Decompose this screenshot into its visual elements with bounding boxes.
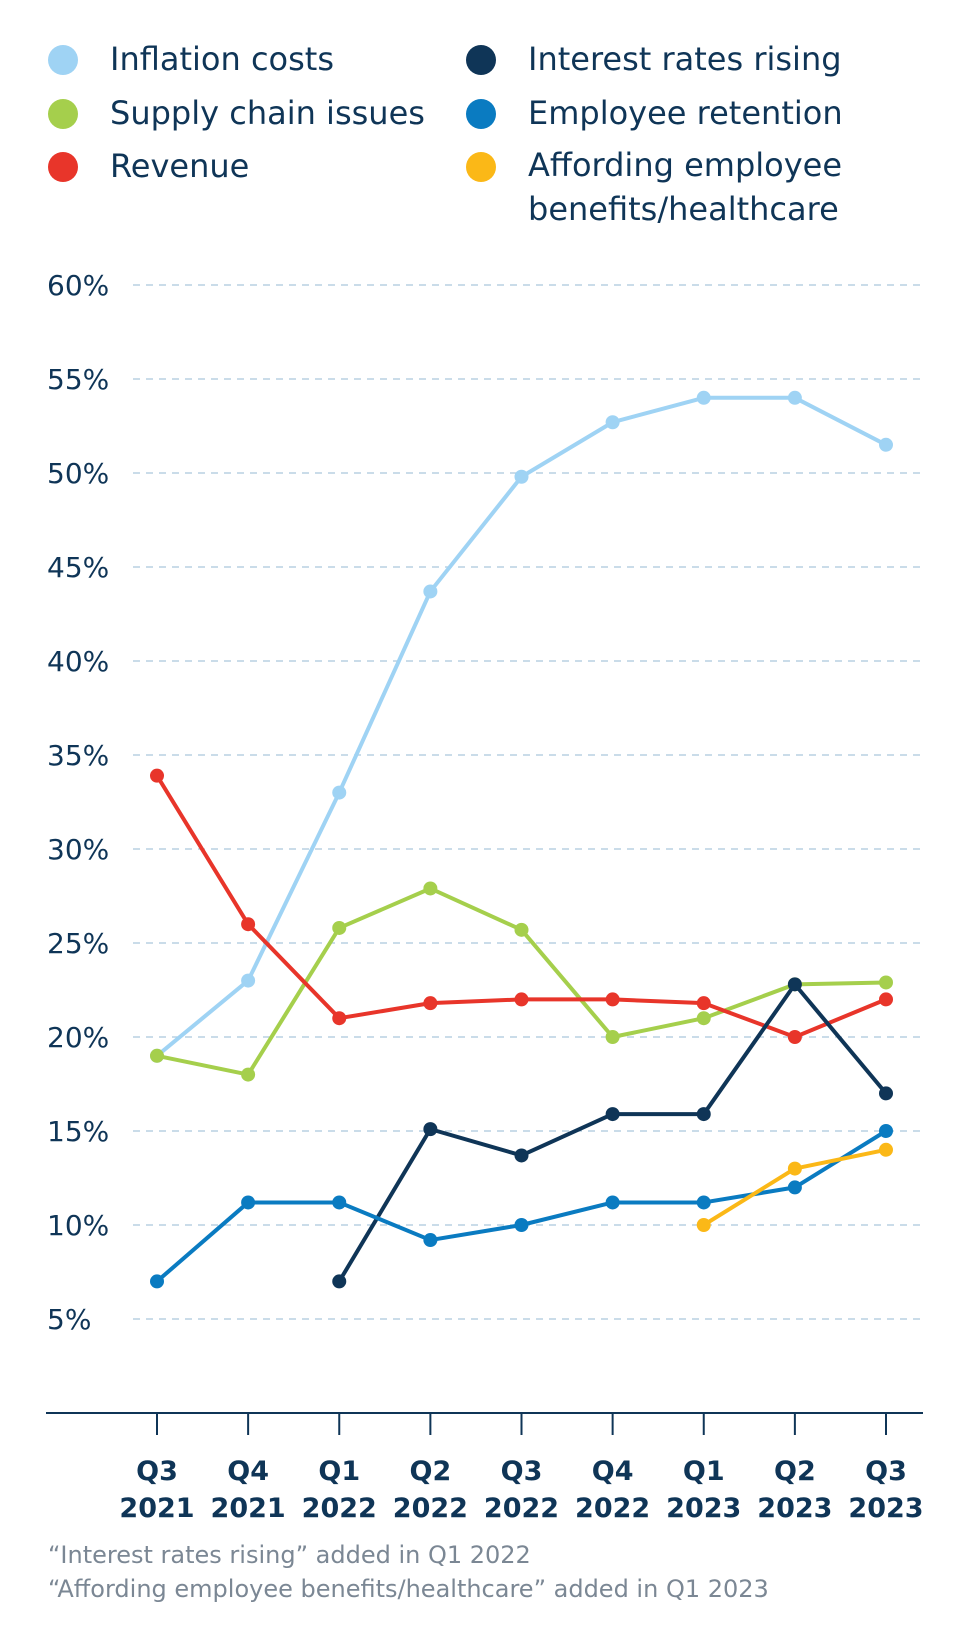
- data-point-employee-retention: [605, 1195, 620, 1210]
- x-tick-label: 2023: [757, 1493, 832, 1524]
- legend-item-affording-benefits: Affording employee benefits/healthcare: [466, 146, 888, 231]
- x-tick-label: 2023: [666, 1493, 741, 1524]
- data-point-supply-chain-issues: [241, 1067, 256, 1082]
- data-point-supply-chain-issues: [605, 1030, 620, 1044]
- x-tick-label: 2021: [119, 1493, 194, 1524]
- y-tick-label: 35%: [47, 739, 109, 772]
- legend-swatch: [48, 45, 78, 75]
- data-point-revenue: [332, 1011, 347, 1026]
- data-point-employee-retention: [423, 1233, 438, 1248]
- legend-item-inflation-costs: Inflation costs: [48, 40, 334, 86]
- data-point-interest-rates-rising: [423, 1122, 438, 1137]
- data-point-inflation-costs: [879, 437, 893, 452]
- legend-label: Inflation costs: [110, 40, 335, 78]
- y-tick-label: 5%: [47, 1303, 91, 1336]
- footnote-benefits: “Affording employee benefits/healthcare”…: [48, 1575, 769, 1603]
- data-point-interest-rates-rising: [696, 1107, 711, 1122]
- legend-swatch: [48, 152, 78, 182]
- x-tick-label: Q2: [410, 1456, 452, 1487]
- x-tick-label: Q1: [683, 1456, 725, 1487]
- x-tick-label: Q2: [774, 1456, 816, 1487]
- legend-swatch: [48, 99, 78, 129]
- data-point-employee-retention: [787, 1180, 802, 1195]
- x-tick-label: 2022: [302, 1493, 377, 1524]
- data-point-employee-retention: [241, 1195, 256, 1210]
- y-tick-label: 10%: [47, 1209, 109, 1242]
- data-point-employee-retention: [879, 1124, 893, 1138]
- data-point-supply-chain-issues: [423, 881, 438, 896]
- data-point-revenue: [696, 996, 711, 1011]
- x-tick-label: Q3: [136, 1456, 178, 1487]
- legend-swatch: [466, 152, 496, 182]
- legend-swatch: [466, 45, 496, 75]
- x-tick-label: 2023: [848, 1493, 923, 1524]
- legend-label: Employee retention: [528, 94, 843, 132]
- data-point-inflation-costs: [514, 469, 529, 484]
- data-point-supply-chain-issues: [879, 975, 893, 990]
- data-point-revenue: [241, 917, 256, 932]
- data-point-supply-chain-issues: [150, 1048, 164, 1063]
- x-tick-label: Q4: [227, 1456, 269, 1487]
- data-point-revenue: [605, 992, 620, 1007]
- y-tick-label: 20%: [47, 1021, 109, 1054]
- data-point-interest-rates-rising: [787, 977, 802, 992]
- y-tick-label: 40%: [47, 645, 109, 678]
- y-tick-label: 55%: [47, 363, 109, 396]
- legend-item-employee-retention: Employee retention: [466, 94, 843, 140]
- legend-item-revenue: Revenue: [48, 147, 249, 193]
- data-point-affording-employee-benefits-healthcare: [879, 1142, 893, 1157]
- x-tick-label: 2022: [393, 1493, 468, 1524]
- data-point-inflation-costs: [787, 390, 802, 405]
- data-point-supply-chain-issues: [332, 920, 347, 935]
- legend-label: Affording employee benefits/healthcare: [528, 146, 843, 228]
- x-tick-label: 2021: [211, 1493, 286, 1524]
- data-point-revenue: [514, 992, 529, 1007]
- data-point-employee-retention: [150, 1274, 164, 1289]
- y-tick-label: 50%: [47, 457, 109, 490]
- data-point-inflation-costs: [696, 390, 711, 405]
- legend: Inflation costs Supply chain issues Reve…: [0, 0, 969, 250]
- legend-swatch: [466, 99, 496, 129]
- data-point-inflation-costs: [241, 973, 256, 988]
- footnote-interest-rates: “Interest rates rising” added in Q1 2022: [48, 1541, 531, 1569]
- data-point-inflation-costs: [332, 785, 347, 800]
- x-tick-label: 2022: [575, 1493, 650, 1524]
- series-line-inflation-costs: [155, 395, 888, 1058]
- data-point-revenue: [150, 768, 164, 783]
- data-point-interest-rates-rising: [879, 1086, 893, 1101]
- data-point-affording-employee-benefits-healthcare: [696, 1218, 711, 1232]
- data-point-interest-rates-rising: [605, 1107, 620, 1122]
- data-point-supply-chain-issues: [696, 1011, 711, 1026]
- x-tick-label: Q4: [592, 1456, 634, 1487]
- legend-label: Interest rates rising: [528, 40, 842, 78]
- legend-item-supply-chain-issues: Supply chain issues: [48, 94, 425, 140]
- x-tick-label: Q3: [865, 1456, 907, 1487]
- data-point-inflation-costs: [423, 584, 438, 599]
- data-point-interest-rates-rising: [332, 1274, 347, 1289]
- series-line-supply-chain-issues: [155, 886, 888, 1077]
- y-tick-label: 60%: [47, 269, 109, 302]
- x-tick-label: Q1: [318, 1456, 360, 1487]
- legend-label: Supply chain issues: [110, 94, 425, 132]
- legend-item-interest-rates-rising: Interest rates rising: [466, 40, 842, 86]
- footnotes: “Interest rates rising” added in Q1 2022…: [48, 1538, 769, 1606]
- data-point-revenue: [787, 1030, 802, 1044]
- data-point-affording-employee-benefits-healthcare: [787, 1161, 802, 1176]
- data-point-supply-chain-issues: [514, 922, 529, 937]
- x-tick-label: 2022: [484, 1493, 559, 1524]
- x-tick-label: Q3: [501, 1456, 543, 1487]
- data-point-revenue: [423, 996, 438, 1011]
- data-point-employee-retention: [332, 1195, 347, 1210]
- y-tick-label: 25%: [47, 927, 109, 960]
- data-point-inflation-costs: [605, 415, 620, 430]
- data-point-revenue: [879, 992, 893, 1007]
- data-point-employee-retention: [696, 1195, 711, 1210]
- y-tick-label: 30%: [47, 833, 109, 866]
- legend-label: Revenue: [110, 147, 250, 185]
- data-point-interest-rates-rising: [514, 1148, 529, 1163]
- y-tick-label: 45%: [47, 551, 109, 584]
- data-point-employee-retention: [514, 1218, 529, 1232]
- y-tick-label: 15%: [47, 1115, 109, 1148]
